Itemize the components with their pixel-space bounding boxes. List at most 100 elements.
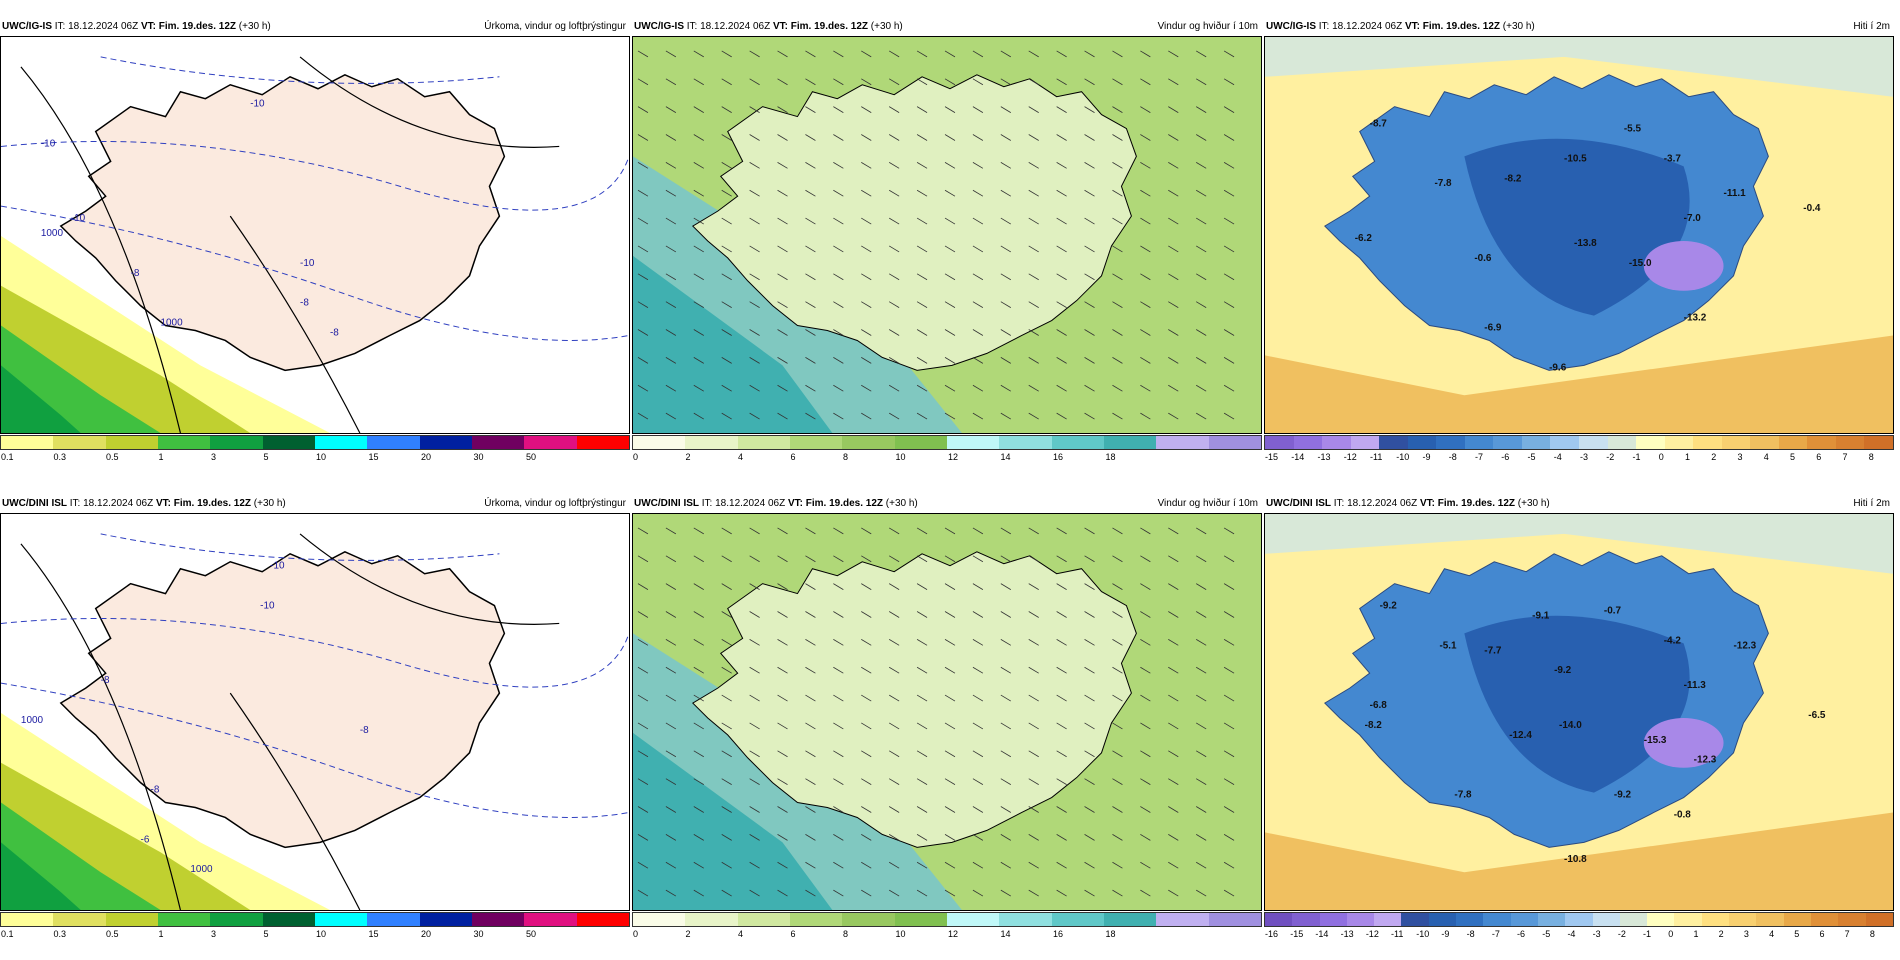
- lead-time: (+30 h): [238, 21, 271, 32]
- wind-arrow: [777, 134, 788, 141]
- wind-arrow: [777, 217, 788, 225]
- colorbar-tick-label: -4: [1553, 452, 1562, 462]
- panel-header: UWC/DINI ISL IT: 18.12.2024 06Z VT: Fim.…: [0, 495, 630, 513]
- wind-arrow: [1084, 583, 1095, 590]
- wind-arrow: [1112, 750, 1123, 758]
- map-label: -6.5: [1808, 710, 1826, 721]
- wind-arrow: [833, 834, 844, 841]
- wind-arrow: [1028, 412, 1039, 420]
- wind-arrow: [888, 162, 900, 169]
- wind-arrow: [1112, 245, 1123, 253]
- wind-arrow: [833, 806, 844, 813]
- wind-arrow: [861, 384, 872, 392]
- wind-arrow: [637, 189, 649, 197]
- colorbar-segment: [105, 436, 158, 449]
- colorbar-segment: [1865, 913, 1893, 926]
- wind-arrow: [944, 189, 956, 197]
- wind-arrow: [1223, 217, 1235, 225]
- wind-arrow: [1223, 861, 1235, 869]
- wind-arrow: [637, 694, 649, 702]
- wind-map: [632, 513, 1262, 911]
- wind-arrow: [1223, 50, 1235, 58]
- colorbar-tick-label: 3: [1737, 452, 1743, 462]
- wind-arrow: [861, 889, 872, 897]
- wind-arrow: [1140, 778, 1151, 785]
- colorbar-tick-label: 4: [738, 452, 744, 462]
- wind-arrow: [916, 778, 928, 785]
- wind-arrow: [665, 50, 677, 58]
- wind-arrow: [944, 78, 956, 86]
- colorbar-segment: [842, 913, 895, 926]
- colorbar-tick-label: -12: [1343, 452, 1357, 462]
- wind-arrow: [1000, 162, 1012, 169]
- wind-arrow: [888, 189, 900, 197]
- colorbar-tick-label: 1: [158, 452, 164, 462]
- map-canvas: [633, 37, 1261, 433]
- model-name: UWC/DINI ISL: [634, 498, 699, 509]
- wind-map: [632, 36, 1262, 434]
- wind-arrow: [1140, 162, 1151, 169]
- wind-arrow: [861, 611, 872, 618]
- wind-arrow: [805, 162, 816, 169]
- colorbar-segment: [210, 436, 263, 449]
- colorbar-tick-label: -7: [1491, 929, 1500, 939]
- lead-time: (+30 h): [253, 498, 286, 509]
- map-label: -7.7: [1484, 645, 1502, 656]
- colorbar: [632, 435, 1262, 450]
- wind-arrow: [665, 384, 677, 392]
- wind-arrow: [1056, 722, 1067, 730]
- wind-arrow: [1000, 357, 1012, 364]
- map-label: -6.2: [1355, 233, 1373, 244]
- wind-arrow: [721, 301, 732, 308]
- wind-arrow: [944, 834, 956, 841]
- wind-arrow: [1000, 50, 1012, 58]
- colorbar-segment: [1807, 436, 1836, 449]
- wind-arrow: [1196, 301, 1207, 308]
- wind-arrow: [665, 162, 677, 169]
- colorbar-tick-label: 16: [1053, 452, 1064, 462]
- wind-arrow: [1196, 750, 1207, 758]
- colorbar-segment: [842, 436, 895, 449]
- wind-arrow: [693, 611, 704, 618]
- colorbar-tick-label: 1: [1693, 929, 1699, 939]
- wind-arrow: [749, 583, 760, 590]
- wind-arrow: [1000, 245, 1012, 253]
- wind-arrow: [861, 273, 872, 281]
- map-label: -10: [250, 99, 265, 110]
- wind-arrow: [1056, 555, 1067, 563]
- map-label: -11.3: [1684, 680, 1707, 691]
- wind-arrow: [888, 611, 900, 618]
- wind-arrow: [805, 834, 816, 841]
- wind-arrow: [1223, 189, 1235, 197]
- wind-arrow: [916, 162, 928, 169]
- colorbar-tick-label: 8: [843, 929, 849, 939]
- colorbar-tick-label: 6: [1816, 452, 1822, 462]
- wind-arrow: [861, 778, 872, 785]
- map-label: -12.4: [1509, 730, 1532, 741]
- wind-arrow: [777, 555, 788, 563]
- wind-arrow: [1168, 806, 1179, 813]
- wind-arrow: [1084, 806, 1095, 813]
- wind-arrow: [833, 412, 844, 420]
- colorbar-tick-label: -4: [1567, 929, 1576, 939]
- colorbar-tick-label: -15: [1290, 929, 1304, 939]
- wind-arrow: [637, 273, 649, 281]
- wind-arrow: [861, 245, 872, 253]
- wind-arrow: [693, 527, 704, 535]
- wind-arrow: [1140, 384, 1151, 392]
- map-label: 1000: [21, 715, 44, 726]
- wind-arrow: [833, 639, 844, 646]
- wind-arrow: [693, 778, 704, 785]
- wind-arrow: [1223, 329, 1235, 336]
- colorbar-tick-label: 14: [1000, 452, 1011, 462]
- wind-arrow: [1084, 861, 1095, 869]
- colorbar: [1264, 435, 1894, 450]
- isotherm: [1, 682, 629, 818]
- wind-arrow: [888, 134, 900, 141]
- wind-arrow: [1112, 861, 1123, 869]
- colorbar-tick-label: [1210, 452, 1263, 464]
- colorbar-segment: [1374, 913, 1402, 926]
- wind-arrow: [693, 555, 704, 563]
- wind-arrow: [972, 583, 984, 590]
- wind-arrow: [1084, 106, 1095, 113]
